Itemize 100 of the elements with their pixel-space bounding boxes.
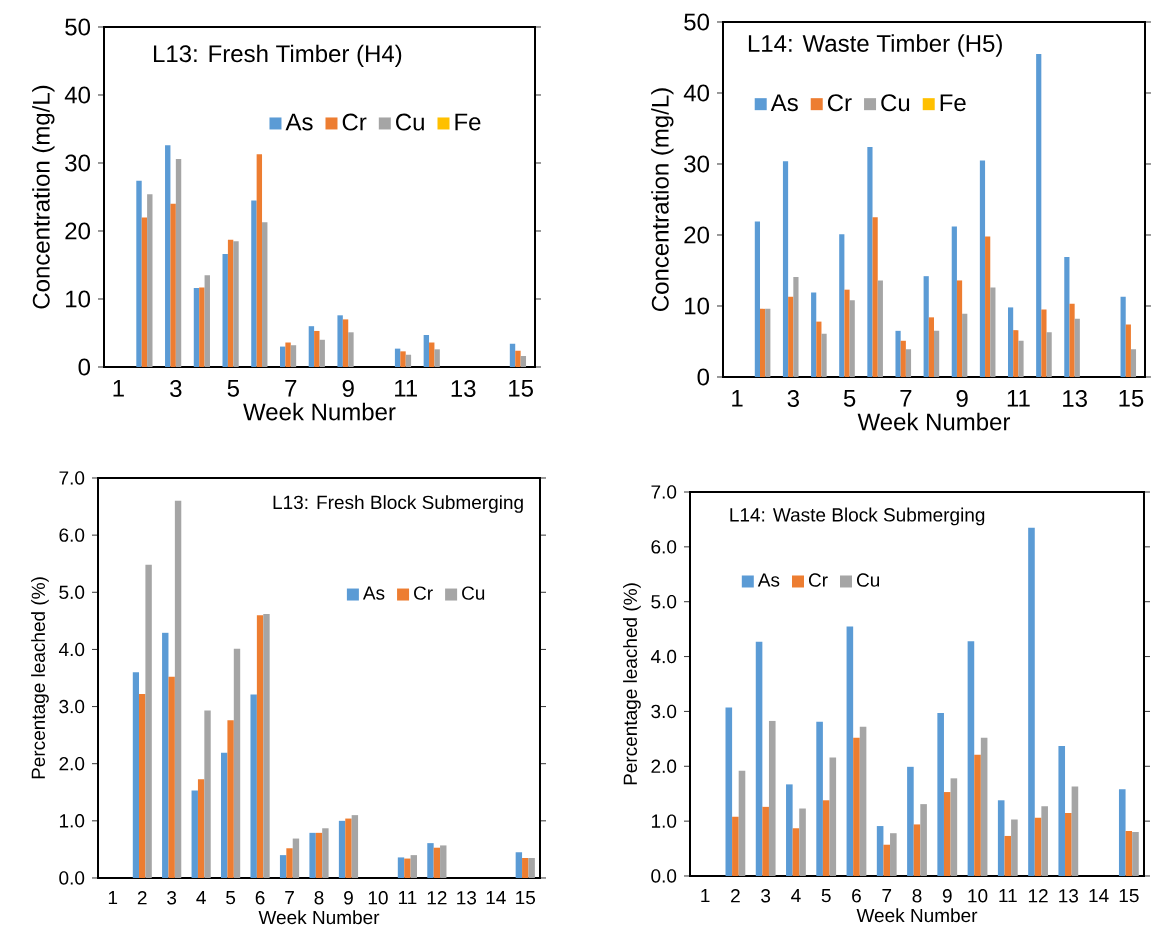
x-tick-label: 4	[791, 889, 801, 903]
x-tick-label: 9	[344, 891, 353, 905]
x-tick-label: 13	[1059, 889, 1079, 903]
bar	[165, 145, 171, 367]
x-tick-label: 12	[1028, 889, 1048, 903]
y-axis-title: Percentage leached (%)	[31, 577, 49, 779]
bar	[788, 296, 794, 377]
bar	[950, 778, 958, 876]
bar	[337, 315, 343, 367]
bar	[204, 710, 211, 878]
bar	[905, 349, 912, 377]
y-tick-label: 40	[683, 84, 709, 102]
bar	[867, 146, 873, 377]
x-tick-label: 10	[368, 891, 388, 905]
bar	[990, 287, 996, 377]
x-tick-label: 13	[451, 380, 476, 398]
bar	[345, 818, 352, 878]
x-axis-title: Week Number	[857, 412, 1011, 431]
x-tick-label: 9	[942, 889, 952, 903]
bar	[799, 808, 806, 876]
y-tick-label: 20	[65, 222, 91, 240]
x-tick-label: 9	[342, 380, 354, 398]
bar	[147, 194, 153, 367]
bar	[170, 203, 176, 367]
legend-label: Cu	[881, 94, 910, 112]
bar	[895, 330, 901, 377]
text: L14: Waste Block Submerging	[730, 507, 985, 526]
bar	[793, 276, 799, 377]
bar	[204, 275, 210, 367]
x-axis-title: Week Number	[243, 402, 396, 421]
y-tick-label: 3.0	[59, 699, 85, 714]
bar	[962, 313, 968, 377]
bar	[292, 838, 300, 878]
bar	[997, 800, 1005, 876]
x-tick-label: 11	[395, 380, 417, 397]
bar	[1069, 303, 1075, 377]
bar	[397, 857, 405, 878]
y-tick-label: 0.0	[59, 871, 85, 885]
bar	[1132, 832, 1139, 876]
x-tick-label: 7	[882, 889, 892, 903]
bar	[1071, 786, 1079, 876]
bar	[256, 615, 264, 878]
bar	[877, 280, 883, 377]
y-tick-label: 4.0	[650, 649, 677, 664]
bar	[1034, 817, 1042, 876]
bar	[872, 217, 878, 377]
bar	[290, 345, 297, 367]
bar	[907, 766, 914, 876]
bar	[410, 855, 417, 878]
bar	[786, 784, 793, 876]
bar	[974, 754, 981, 876]
bar	[423, 335, 430, 367]
bar	[755, 641, 763, 876]
bar	[168, 676, 175, 878]
bar	[250, 694, 257, 878]
bar	[890, 833, 897, 876]
bar	[405, 354, 412, 367]
x-tick-label: 11	[398, 891, 417, 905]
y-tick-label: 0	[697, 368, 710, 386]
bar	[227, 239, 234, 367]
bar	[279, 346, 286, 367]
bar	[279, 855, 287, 878]
legend-label: Cr	[808, 573, 828, 587]
x-tick-label: 15	[509, 380, 533, 397]
x-tick-label: 15	[516, 891, 536, 905]
bar	[199, 287, 205, 367]
y-tick-label: 2.0	[651, 759, 677, 773]
bar	[816, 721, 823, 876]
bar	[191, 790, 198, 878]
bar	[816, 321, 822, 377]
legend-label: Cu	[396, 113, 424, 131]
x-tick-label: 3	[167, 891, 177, 905]
y-tick-label: 6.0	[651, 540, 677, 554]
y-tick-label: 0	[78, 358, 91, 376]
bar	[762, 806, 769, 876]
x-tick-label: 13	[1063, 390, 1087, 408]
y-tick-label: 7.0	[59, 471, 85, 485]
bar	[285, 342, 291, 367]
x-tick-label: 1	[108, 891, 118, 905]
bar	[844, 289, 850, 377]
x-tick-label: 10	[968, 889, 988, 903]
bar	[427, 843, 434, 878]
bar	[1013, 330, 1019, 377]
x-tick-label: 14	[1089, 889, 1109, 903]
bar	[322, 828, 329, 878]
y-tick-label: 5.0	[651, 594, 677, 609]
y-tick-label: 50	[684, 13, 709, 31]
bar	[319, 339, 325, 367]
x-tick-label: 1	[732, 390, 743, 407]
bar	[883, 844, 891, 876]
bar	[400, 351, 406, 367]
bar	[876, 826, 884, 876]
bar	[233, 648, 241, 878]
bar	[811, 292, 817, 377]
bar	[725, 707, 733, 876]
bar	[520, 356, 527, 367]
x-tick-label: 3	[761, 889, 771, 903]
x-tick-label: 12	[427, 891, 447, 905]
bar	[1041, 806, 1048, 876]
x-tick-label: 15	[1119, 390, 1144, 407]
